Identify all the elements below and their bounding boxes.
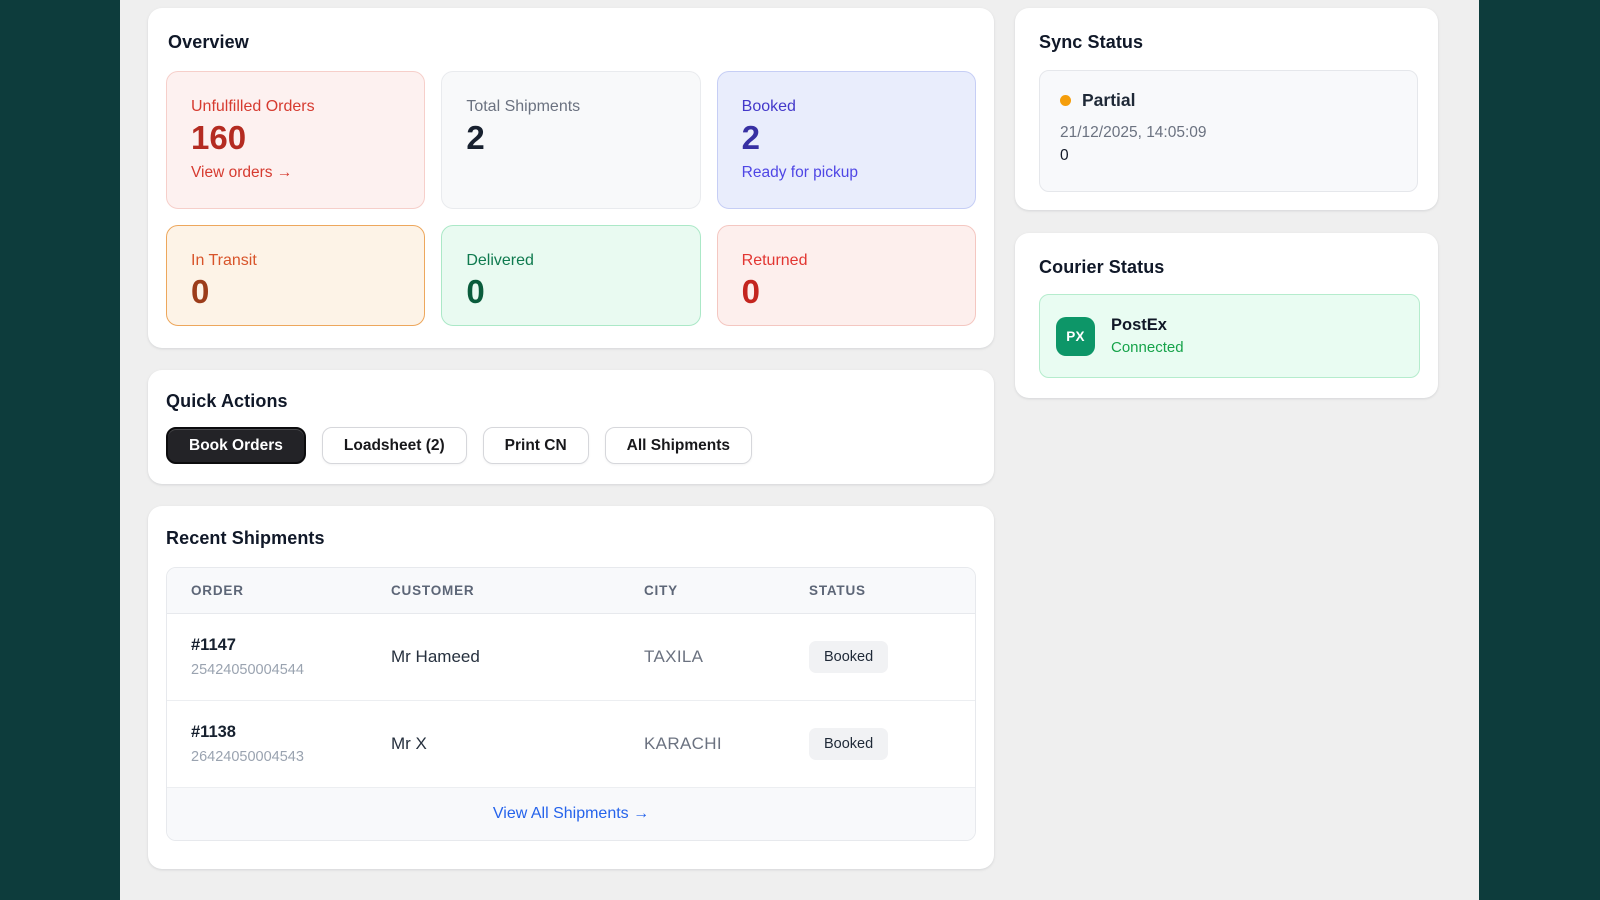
partial-status-dot-icon (1060, 95, 1071, 106)
stat-label: In Transit (191, 252, 257, 269)
quick-actions-card: Quick Actions Book Orders Loadsheet (2) … (148, 370, 994, 484)
quick-actions-title: Quick Actions (166, 391, 288, 411)
overview-card: Overview Unfulfilled Orders 160 View ord… (148, 8, 994, 348)
stat-tile-total-shipments: Total Shipments 2 (441, 71, 701, 209)
sync-status-box: Partial 21/12/2025, 14:05:09 0 (1039, 70, 1418, 192)
all-shipments-button[interactable]: All Shipments (604, 427, 753, 464)
city: TAXILA (644, 647, 704, 666)
order-number: #1147 (191, 636, 236, 654)
column-header-status: STATUS (809, 583, 866, 598)
stat-tile-unfulfilled-orders: Unfulfilled Orders 160 View orders → (166, 71, 426, 209)
courier-status-title: Courier Status (1039, 257, 1165, 277)
shipments-table: ORDER CUSTOMER CITY STATUS #1147 2542405… (166, 567, 976, 841)
table-header-row: ORDER CUSTOMER CITY STATUS (167, 568, 975, 614)
customer-name: Mr Hameed (391, 647, 480, 666)
view-all-shipments-link[interactable]: View All Shipments → (492, 805, 650, 822)
courier-postex-item[interactable]: PX PostEx Connected (1039, 294, 1420, 378)
sync-state-label: Partial (1082, 90, 1136, 110)
stat-tile-delivered: Delivered 0 (441, 225, 701, 326)
stat-value: 0 (466, 273, 485, 310)
courier-status-card: Courier Status PX PostEx Connected (1015, 233, 1438, 398)
status-badge: Booked (809, 728, 889, 760)
status-cell: Booked (809, 728, 975, 760)
customer-name: Mr X (391, 734, 427, 753)
left-edge-band (0, 0, 120, 900)
table-row[interactable]: #1138 26424050004543 Mr X KARACHI Booked (167, 701, 975, 788)
status-badge: Booked (809, 641, 889, 673)
stat-subtext: Ready for pickup (741, 163, 858, 181)
stat-tile-booked: Booked 2 Ready for pickup (716, 71, 976, 209)
order-cell: #1138 26424050004543 (191, 723, 391, 765)
column-header-city: CITY (644, 583, 678, 598)
sync-status-title: Sync Status (1039, 32, 1144, 52)
stat-tile-returned: Returned 0 (716, 225, 976, 326)
order-number: #1138 (191, 723, 236, 741)
sync-state-row: Partial (1060, 90, 1397, 111)
right-edge-band (1479, 0, 1600, 900)
right-column: Sync Status Partial 21/12/2025, 14:05:09… (1015, 8, 1438, 398)
recent-shipments-card: Recent Shipments ORDER CUSTOMER CITY STA… (148, 506, 994, 869)
table-footer: View All Shipments → (167, 788, 975, 840)
stat-value: 2 (741, 119, 761, 156)
recent-shipments-title: Recent Shipments (166, 528, 325, 548)
overview-tile-grid: Unfulfilled Orders 160 View orders → Tot… (166, 71, 976, 326)
column-header-order: ORDER (191, 583, 244, 598)
status-cell: Booked (809, 641, 975, 673)
stat-label: Total Shipments (466, 98, 581, 115)
tracking-number: 26424050004543 (191, 749, 304, 765)
stat-label: Delivered (466, 252, 534, 269)
sync-count: 0 (1060, 147, 1069, 164)
postex-logo-icon: PX (1056, 316, 1095, 356)
tracking-number: 25424050004544 (191, 662, 304, 678)
stat-label: Unfulfilled Orders (191, 98, 315, 115)
sync-timestamp: 21/12/2025, 14:05:09 (1060, 124, 1207, 141)
overview-title: Overview (168, 32, 249, 52)
view-orders-link[interactable]: View orders → (191, 163, 293, 181)
quick-actions-row: Book Orders Loadsheet (2) Print CN All S… (166, 427, 976, 464)
stat-value: 0 (191, 273, 210, 310)
main-column: Overview Unfulfilled Orders 160 View ord… (148, 8, 994, 869)
loadsheet-button[interactable]: Loadsheet (2) (321, 427, 467, 464)
stat-value: 2 (466, 119, 485, 156)
courier-name: PostEx (1111, 316, 1167, 334)
courier-connection-status: Connected (1111, 339, 1184, 356)
stat-value: 160 (191, 119, 247, 156)
stat-tile-in-transit: In Transit 0 (166, 225, 426, 326)
courier-info: PostEx Connected (1111, 316, 1184, 356)
stat-label: Returned (741, 252, 808, 269)
sync-status-card: Sync Status Partial 21/12/2025, 14:05:09… (1015, 8, 1438, 210)
stat-label: Booked (741, 98, 796, 115)
stat-value: 0 (741, 273, 761, 310)
print-cn-button[interactable]: Print CN (482, 427, 589, 464)
city: KARACHI (644, 734, 722, 753)
table-row[interactable]: #1147 25424050004544 Mr Hameed TAXILA Bo… (167, 614, 975, 701)
column-header-customer: CUSTOMER (391, 583, 475, 598)
book-orders-button[interactable]: Book Orders (166, 427, 306, 464)
order-cell: #1147 25424050004544 (191, 636, 391, 678)
